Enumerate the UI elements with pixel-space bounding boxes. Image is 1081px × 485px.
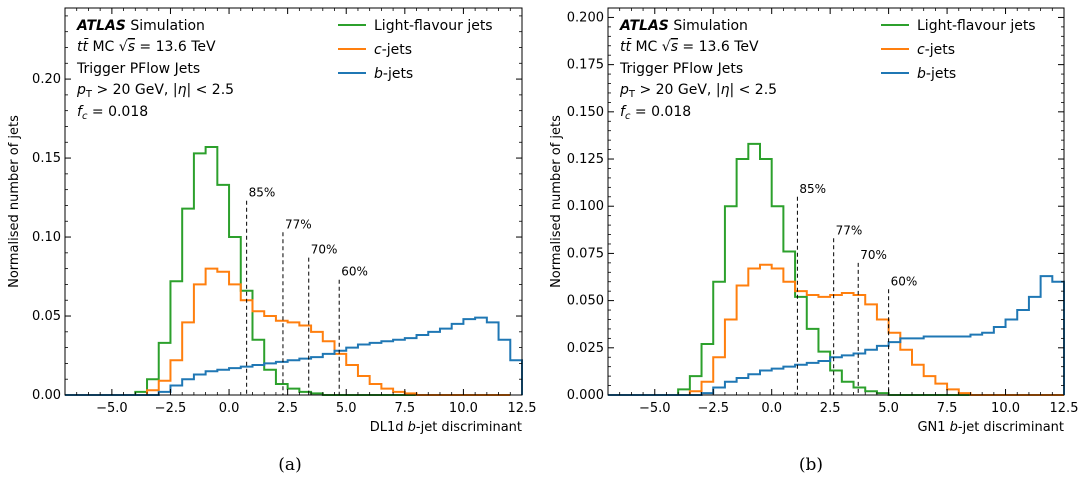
x-axis-label: DL1d b-jet discriminant bbox=[370, 420, 522, 435]
legend-label-b: b-jets bbox=[917, 66, 956, 82]
x-tick-label: 2.5 bbox=[820, 401, 841, 416]
x-tick-label: 2.5 bbox=[277, 401, 298, 416]
y-axis-label: Normalised number of jets bbox=[549, 115, 564, 288]
plot-frame bbox=[64, 7, 523, 396]
info-line-1: tt̄ MC √s = 13.6 TeV bbox=[620, 37, 759, 55]
y-tick-label: 0.075 bbox=[567, 246, 604, 261]
working-point-label: 60% bbox=[341, 265, 368, 279]
info-line-4: fc = 0.018 bbox=[620, 104, 691, 122]
y-tick-label: 0.150 bbox=[567, 105, 604, 120]
x-tick-label: 0.0 bbox=[219, 401, 240, 416]
legend-label-light: Light-flavour jets bbox=[917, 18, 1036, 34]
y-tick-label: 0.00 bbox=[32, 388, 61, 403]
x-tick-label: 10.0 bbox=[991, 401, 1020, 416]
info-line-1: tt̄ MC √s = 13.6 TeV bbox=[77, 37, 216, 55]
y-tick-label: 0.175 bbox=[567, 58, 604, 73]
panel-caption: (a) bbox=[278, 455, 301, 475]
x-tick-label: −5.0 bbox=[96, 401, 128, 416]
series-light-hist bbox=[65, 146, 511, 396]
working-point-label: 85% bbox=[799, 182, 826, 196]
x-tick-label: −2.5 bbox=[697, 401, 729, 416]
x-tick-label: 12.5 bbox=[1050, 401, 1079, 416]
y-tick-label: 0.15 bbox=[32, 151, 61, 166]
info-line-3: pT > 20 GeV, |η| < 2.5 bbox=[76, 82, 234, 100]
y-tick-label: 0.10 bbox=[32, 230, 61, 245]
x-tick-label: −2.5 bbox=[155, 401, 187, 416]
x-tick-label: 7.5 bbox=[394, 401, 415, 416]
y-tick-label: 0.025 bbox=[567, 341, 604, 356]
y-tick-label: 0.20 bbox=[32, 72, 61, 87]
legend-label-c: c-jets bbox=[374, 42, 412, 58]
working-point-label: 60% bbox=[891, 274, 918, 288]
x-tick-label: 12.5 bbox=[508, 401, 537, 416]
series-c-hist bbox=[65, 267, 511, 396]
info-line-4: fc = 0.018 bbox=[77, 104, 148, 122]
info-line-2: Trigger PFlow Jets bbox=[76, 61, 200, 77]
y-tick-label: 0.05 bbox=[32, 309, 61, 324]
working-point-label: 70% bbox=[311, 243, 338, 257]
y-axis-label: Normalised number of jets bbox=[7, 115, 22, 288]
series-b-hist bbox=[608, 275, 1065, 396]
series-c-hist bbox=[608, 263, 1064, 396]
x-tick-label: 5.0 bbox=[878, 401, 899, 416]
y-tick-label: 0.000 bbox=[567, 388, 604, 403]
atlas-label: ATLAS Simulation bbox=[619, 18, 748, 34]
chart-panel-a: 85% 77% 70%60% −5.0 −2.5 0.0 2.5 5.0 7.5 10.0 12.5… bbox=[7, 7, 537, 475]
x-tick-label: 5.0 bbox=[336, 401, 357, 416]
x-tick-label: −5.0 bbox=[639, 401, 671, 416]
atlas-label: ATLAS Simulation bbox=[76, 18, 205, 34]
y-tick-label: 0.125 bbox=[567, 152, 604, 167]
working-point-label: 77% bbox=[285, 217, 312, 231]
info-line-2: Trigger PFlow Jets bbox=[619, 61, 743, 77]
legend-label-b: b-jets bbox=[374, 66, 413, 82]
working-point-label: 70% bbox=[860, 248, 887, 262]
series-b-hist bbox=[65, 316, 523, 396]
chart-panel-b: 85% 77% 70% 60% −5.0 −2.5 0.0 2.5 5.0 7.5 10.0 12.5… bbox=[549, 7, 1079, 475]
plot-frame bbox=[607, 7, 1065, 396]
info-line-3: pT > 20 GeV, |η| < 2.5 bbox=[619, 82, 777, 100]
working-point-label: 85% bbox=[249, 186, 276, 200]
legend-label-light: Light-flavour jets bbox=[374, 18, 493, 34]
x-axis-label: GN1 b-jet discriminant bbox=[917, 420, 1064, 435]
y-tick-label: 0.200 bbox=[567, 10, 604, 25]
y-tick-label: 0.100 bbox=[567, 199, 604, 214]
panel-caption: (b) bbox=[799, 455, 823, 475]
y-tick-label: 0.050 bbox=[567, 294, 604, 309]
x-tick-label: 7.5 bbox=[937, 401, 958, 416]
legend-label-c: c-jets bbox=[917, 42, 955, 58]
working-point-label: 77% bbox=[836, 223, 863, 237]
x-tick-label: 10.0 bbox=[449, 401, 478, 416]
x-tick-label: 0.0 bbox=[761, 401, 782, 416]
